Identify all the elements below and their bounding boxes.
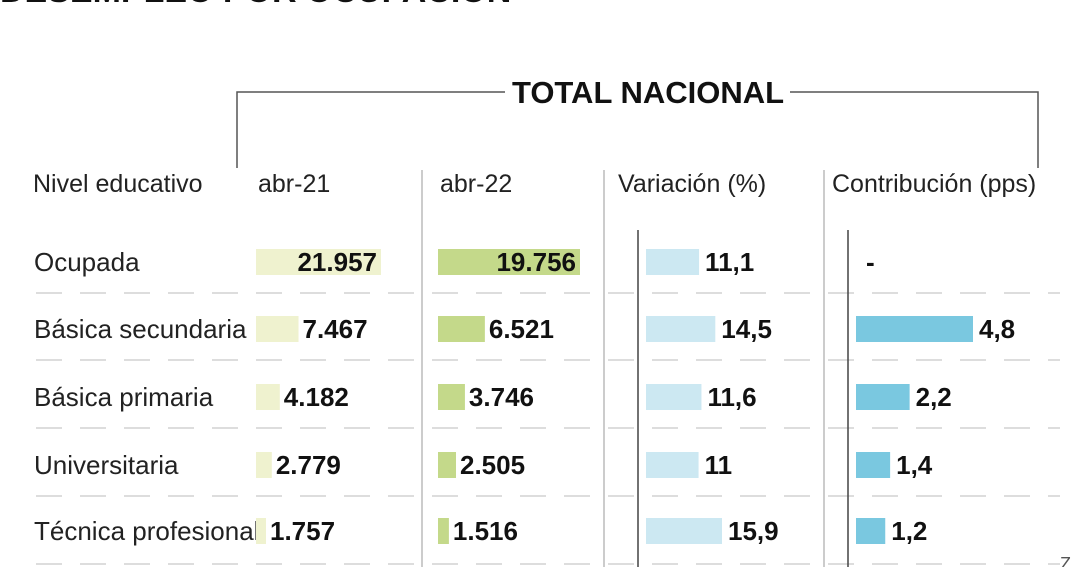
bar-axes bbox=[637, 230, 849, 567]
value-label-abr22: 6.521 bbox=[489, 314, 554, 344]
row-label: Técnica profesional bbox=[34, 516, 259, 546]
column-header-variacion: Variación (%) bbox=[618, 170, 766, 198]
corner-mark: Z bbox=[1060, 554, 1071, 567]
value-label-contribucion: 2,2 bbox=[916, 382, 952, 412]
value-label-variacion: 14,5 bbox=[721, 314, 772, 344]
column-separators bbox=[421, 170, 825, 567]
bar-variacion bbox=[646, 452, 699, 478]
value-label-contribucion: 4,8 bbox=[979, 314, 1015, 344]
value-label-abr22: 2.505 bbox=[460, 450, 525, 480]
row-label: Básica primaria bbox=[34, 382, 214, 412]
row-dividers bbox=[36, 292, 1060, 565]
bar-abr21 bbox=[256, 384, 280, 410]
bar-abr22 bbox=[438, 384, 465, 410]
value-label-abr21: 1.757 bbox=[270, 516, 335, 546]
column-header-contribucion: Contribución (pps) bbox=[832, 170, 1036, 198]
group-label: TOTAL NACIONAL bbox=[512, 75, 784, 110]
value-label-abr22: 1.516 bbox=[453, 516, 518, 546]
bar-abr22 bbox=[438, 316, 485, 342]
bar-abr22 bbox=[438, 452, 457, 478]
bar-abr21 bbox=[256, 249, 381, 275]
value-label-variacion: 15,9 bbox=[728, 516, 779, 546]
bar-abr21 bbox=[256, 452, 272, 478]
value-label-variacion: 11,1 bbox=[705, 247, 754, 277]
bars bbox=[256, 249, 973, 544]
row-header: Nivel educativo bbox=[33, 170, 203, 198]
value-label-abr21: 4.182 bbox=[284, 382, 349, 412]
column-header-abr21: abr-21 bbox=[258, 170, 330, 198]
value-label-variacion: 11,6 bbox=[707, 382, 756, 412]
bar-contribucion bbox=[856, 384, 910, 410]
bar-contribucion bbox=[856, 316, 973, 342]
bar-abr22 bbox=[438, 249, 580, 275]
bar-variacion bbox=[646, 249, 700, 275]
value-label-contribucion: - bbox=[866, 247, 875, 277]
row-label: Básica secundaria bbox=[34, 314, 247, 344]
bar-variacion bbox=[646, 316, 716, 342]
bar-contribucion bbox=[856, 518, 886, 544]
column-header-abr22: abr-22 bbox=[440, 170, 512, 198]
value-label-variacion: 11 bbox=[705, 450, 733, 480]
bar-variacion bbox=[646, 384, 702, 410]
bar-abr21 bbox=[256, 316, 299, 342]
value-label-abr22: 3.746 bbox=[469, 382, 534, 412]
value-label-abr21: 7.467 bbox=[303, 314, 368, 344]
value-label-contribucion: 1,2 bbox=[891, 516, 927, 546]
row-label: Universitaria bbox=[34, 450, 179, 480]
value-label-contribucion: 1,4 bbox=[896, 450, 933, 480]
value-label-abr21: 2.779 bbox=[276, 450, 341, 480]
bar-abr22 bbox=[438, 518, 449, 544]
column-headers: abr-21 abr-22 Variación (%) Contribución (p… bbox=[258, 170, 1036, 198]
bracket-right-line bbox=[790, 91, 1039, 168]
chart-title: DESEMPLEO POR OCUPACIÓN bbox=[0, 0, 511, 10]
bar-abr21 bbox=[256, 518, 267, 544]
value-label-abr22: 19.756 bbox=[496, 247, 576, 277]
value-labels: 21.957 7.467 4.182 2.779 1.757 19.756 6.521 3.7… bbox=[270, 247, 1015, 546]
group-bracket bbox=[236, 91, 1039, 168]
bracket-left-line bbox=[236, 91, 505, 168]
row-labels: Ocupada Básica secundaria Básica primaria U… bbox=[34, 247, 259, 546]
bar-variacion bbox=[646, 518, 722, 544]
bar-contribucion bbox=[856, 452, 891, 478]
value-label-abr21: 21.957 bbox=[297, 247, 377, 277]
row-label: Ocupada bbox=[34, 247, 140, 277]
